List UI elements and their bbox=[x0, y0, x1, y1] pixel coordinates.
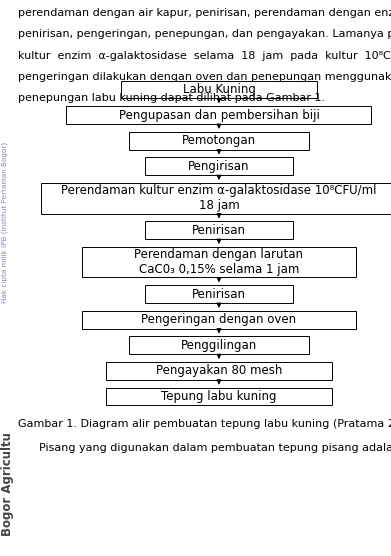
Bar bbox=[82, 311, 356, 329]
Text: Pengupasan dan pembersihan biji: Pengupasan dan pembersihan biji bbox=[118, 108, 319, 122]
Text: pengeringan dilakukan dengan oven dan penepungan menggunakan disk m: pengeringan dilakukan dengan oven dan pe… bbox=[18, 72, 391, 82]
Text: Perendaman dengan larutan
CaC0₃ 0,15% selama 1 jam: Perendaman dengan larutan CaC0₃ 0,15% se… bbox=[135, 248, 303, 276]
Text: Pengirisan: Pengirisan bbox=[188, 160, 250, 173]
Bar bbox=[129, 132, 309, 150]
Text: Tepung labu kuning: Tepung labu kuning bbox=[161, 390, 277, 403]
Text: Bogor Agricultu: Bogor Agricultu bbox=[0, 432, 14, 535]
Text: Pengayakan 80 mesh: Pengayakan 80 mesh bbox=[156, 364, 282, 378]
Text: Hak cipta milik IPB (Institut Pertanian Bogor): Hak cipta milik IPB (Institut Pertanian … bbox=[2, 142, 8, 303]
Bar bbox=[121, 81, 317, 98]
Text: Pengeringan dengan oven: Pengeringan dengan oven bbox=[142, 313, 296, 326]
Bar bbox=[41, 183, 391, 214]
Text: Gambar 1. Diagram alir pembuatan tepung labu kuning (Pratama 2010): Gambar 1. Diagram alir pembuatan tepung … bbox=[18, 419, 391, 429]
Text: Penggilingan: Penggilingan bbox=[181, 339, 257, 352]
Bar bbox=[66, 106, 371, 124]
Bar bbox=[82, 247, 356, 277]
Text: kultur  enzim  α-galaktosidase  selama  18  jam  pada  kultur  10⁸CFU/m: kultur enzim α-galaktosidase selama 18 j… bbox=[18, 51, 391, 61]
Text: penepungan labu kuning dapat dilihat pada Gambar 1.: penepungan labu kuning dapat dilihat pad… bbox=[18, 93, 325, 103]
Bar bbox=[145, 285, 293, 303]
Text: Perendaman kultur enzim α-galaktosidase 10⁸CFU/ml
18 jam: Perendaman kultur enzim α-galaktosidase … bbox=[61, 184, 377, 212]
Text: Penirisan: Penirisan bbox=[192, 287, 246, 301]
Text: Pemotongan: Pemotongan bbox=[182, 134, 256, 147]
Text: Penirisan: Penirisan bbox=[192, 224, 246, 237]
Bar bbox=[145, 157, 293, 175]
Text: Labu Kuning: Labu Kuning bbox=[183, 83, 255, 96]
Text: penirisan, pengeringan, penepungan, dan pengayakan. Lamanya perendama: penirisan, pengeringan, penepungan, dan … bbox=[18, 29, 391, 39]
Text: perendaman dengan air kapur, penirisan, perendaman dengan enzim α-gala: perendaman dengan air kapur, penirisan, … bbox=[18, 8, 391, 18]
Bar bbox=[106, 362, 332, 380]
Bar bbox=[106, 388, 332, 405]
Bar bbox=[129, 336, 309, 354]
Bar bbox=[145, 221, 293, 239]
Text: Pisang yang digunakan dalam pembuatan tepung pisang adalah pi: Pisang yang digunakan dalam pembuatan te… bbox=[25, 443, 391, 453]
